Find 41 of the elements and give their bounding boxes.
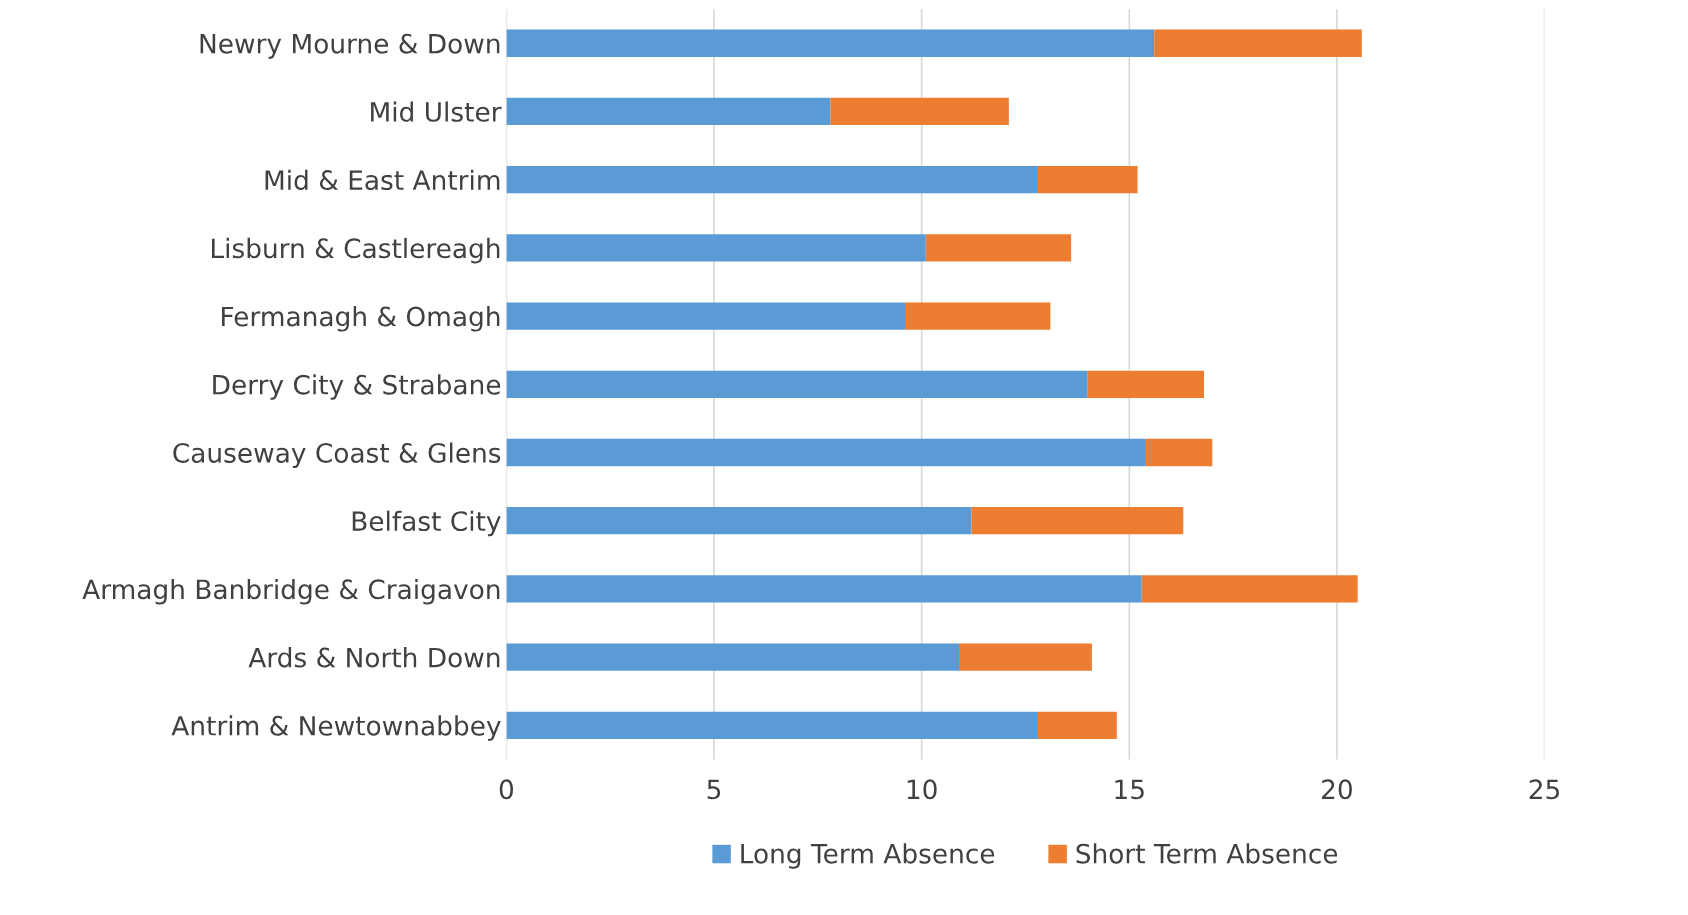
bar xyxy=(1154,29,1362,57)
bar xyxy=(506,575,1142,603)
bar xyxy=(971,507,1184,535)
y-tick-label: Ards & North Down xyxy=(248,647,500,668)
y-tick-label: Lisburn & Castlereagh xyxy=(212,237,500,264)
y-tick-label: Newry Mourne & Down xyxy=(200,33,500,59)
bar xyxy=(1037,166,1138,194)
bar xyxy=(905,302,1051,330)
y-tick-label: Derry City & Strabane xyxy=(213,374,501,400)
bar xyxy=(506,438,1146,467)
bar xyxy=(506,234,926,262)
bar xyxy=(925,234,1072,262)
bar xyxy=(506,97,831,126)
x-tick-label: 25 xyxy=(1529,779,1559,800)
bar xyxy=(1037,711,1117,739)
y-tick-label: Armagh Banbridge & Craigavon xyxy=(82,578,500,605)
bar xyxy=(506,370,1088,398)
y-tick-label: Belfast City xyxy=(352,510,501,537)
legend-label: Short Term Absence xyxy=(1076,843,1338,864)
bar xyxy=(1145,438,1213,467)
bar xyxy=(830,97,1009,126)
bar xyxy=(1141,575,1358,603)
x-tick-label: 0 xyxy=(499,779,514,800)
bar xyxy=(506,166,1038,194)
x-tick-label: 20 xyxy=(1322,779,1352,800)
bar xyxy=(506,711,1038,739)
bar xyxy=(506,302,906,330)
y-tick-label: Fermanagh & Omagh xyxy=(222,306,500,332)
y-tick-label: Mid & East Antrim xyxy=(265,169,500,191)
bar xyxy=(506,507,972,535)
x-tick-label: 5 xyxy=(707,779,721,800)
x-tick-label: 10 xyxy=(907,779,937,800)
bar xyxy=(959,643,1092,671)
y-tick-label: Causeway Coast & Glens xyxy=(173,442,501,469)
legend-label: Long Term Absence xyxy=(741,843,995,869)
y-tick-label: Mid Ulster xyxy=(371,101,502,122)
bar xyxy=(1087,370,1205,398)
y-tick-label: Antrim & Newtownabbey xyxy=(171,715,501,741)
x-tick-label: 15 xyxy=(1115,779,1144,800)
bar xyxy=(506,29,1155,57)
bar xyxy=(506,643,960,671)
